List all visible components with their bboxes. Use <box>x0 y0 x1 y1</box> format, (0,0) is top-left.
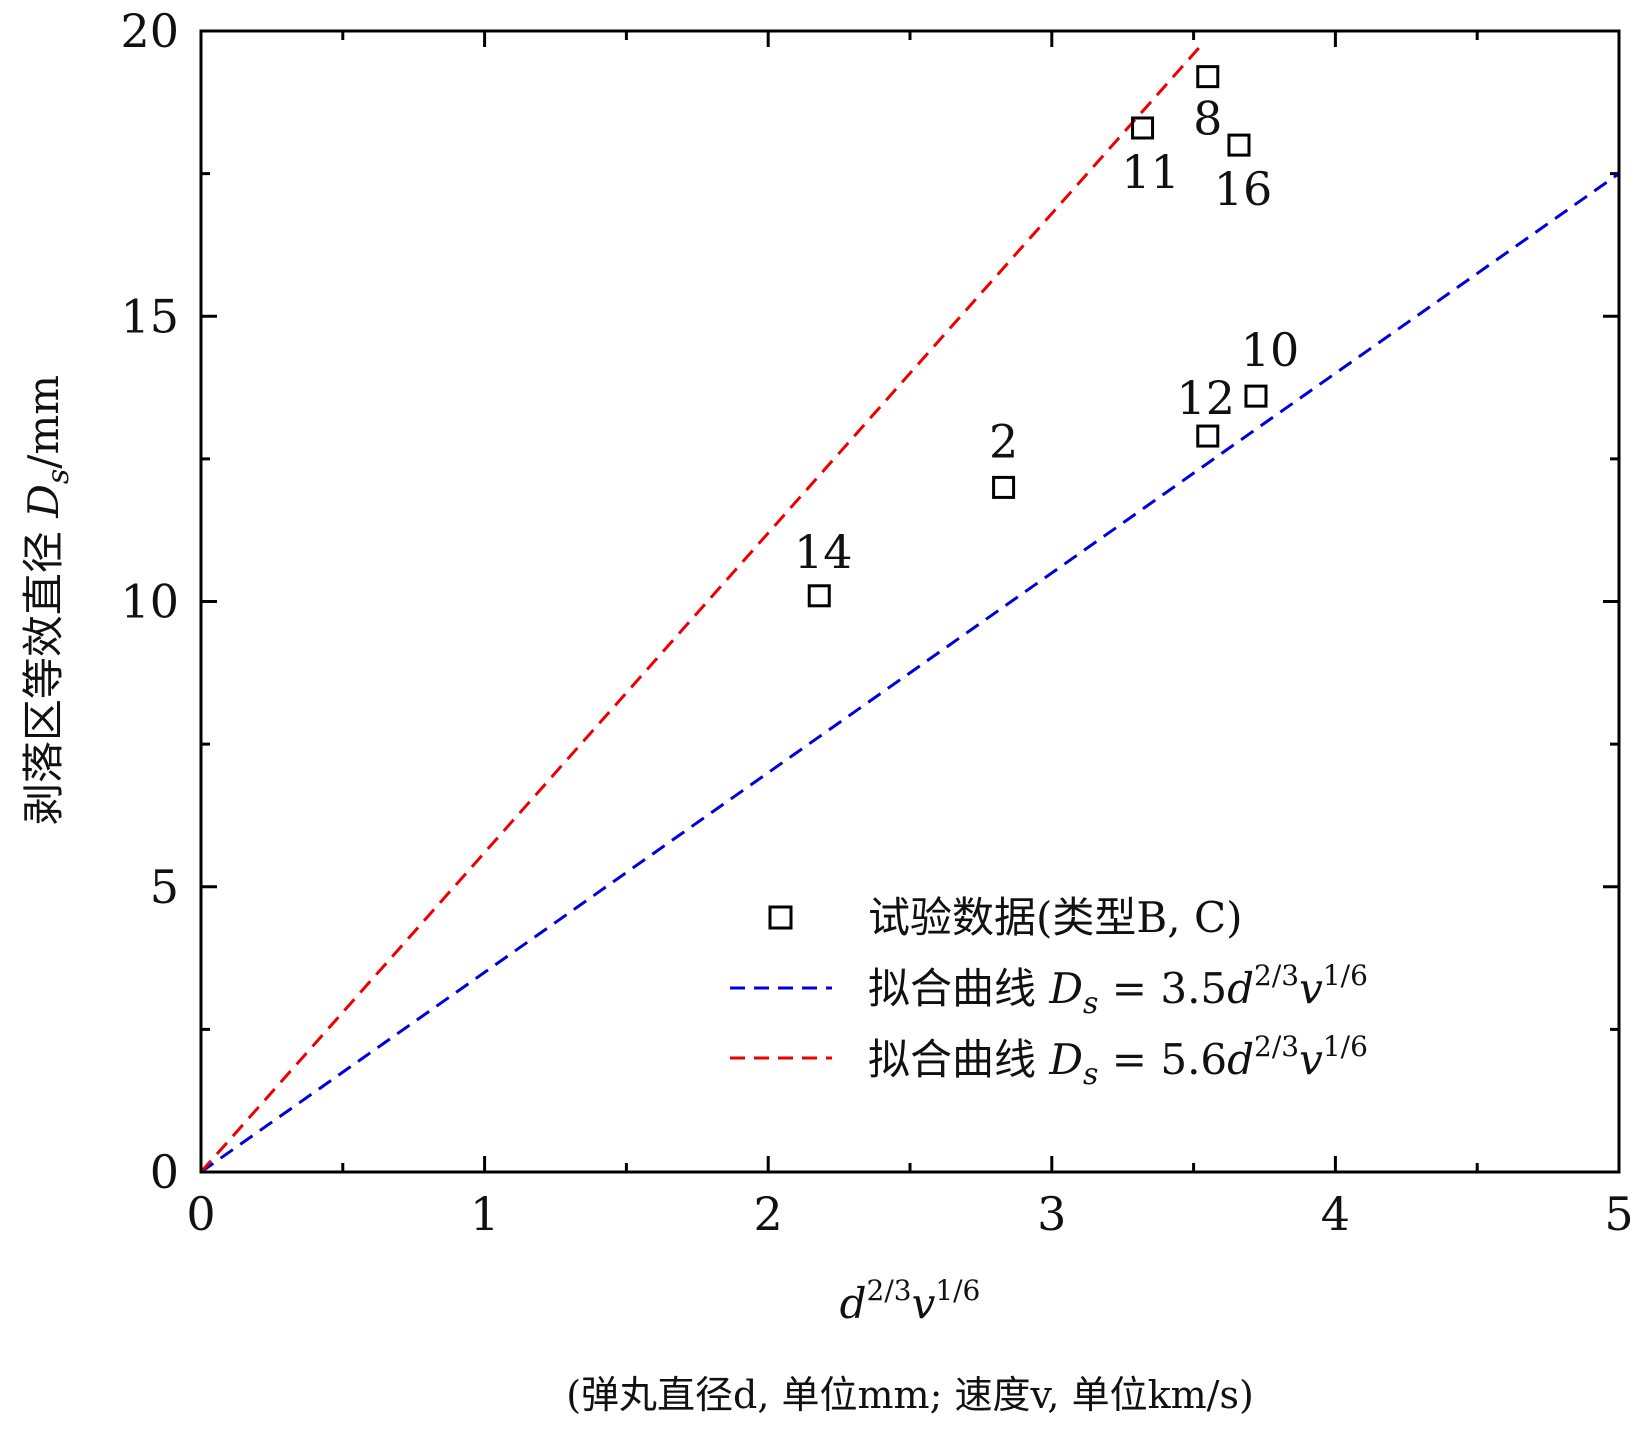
legend-label-fit-3-5: 拟合曲线 Ds = 3.5d2/3v1/6 <box>868 959 1368 1021</box>
x-tick-label: 0 <box>186 1187 215 1241</box>
data-point-label: 10 <box>1241 323 1300 377</box>
fit-line-5-6 <box>199 46 1201 1173</box>
x-axis-sup1: 2/3 <box>867 1274 912 1307</box>
legend-base1: d <box>1227 964 1254 1013</box>
y-tick-label: 5 <box>150 860 179 914</box>
y-axis-title: 剥落区等效直径 Ds/mm <box>19 375 76 825</box>
legend-base2: v <box>1299 1035 1323 1084</box>
legend-eq: = 5.6 <box>1098 1035 1227 1084</box>
legend-sub: s <box>1083 1057 1098 1092</box>
legend-prefix: 拟合曲线 <box>868 1035 1049 1084</box>
x-tick-label: 4 <box>1321 1187 1350 1241</box>
legend-sup1: 2/3 <box>1254 959 1299 992</box>
data-point-label: 8 <box>1193 92 1222 146</box>
legend-sup2: 1/6 <box>1323 1030 1368 1063</box>
legend-sub: s <box>1083 986 1098 1021</box>
y-axis-sub: s <box>41 469 76 484</box>
data-point <box>1196 65 1220 89</box>
x-axis-base1: d <box>840 1279 867 1328</box>
y-tick-label: 15 <box>120 289 179 343</box>
legend-var: D <box>1048 964 1083 1013</box>
legend-var: D <box>1048 1035 1083 1084</box>
data-point-label: 12 <box>1177 371 1236 425</box>
data-point <box>1244 384 1268 408</box>
x-tick-label: 5 <box>1604 1187 1633 1241</box>
legend: 试验数据(类型B, C) 拟合曲线 Ds = 3.5d2/3v1/6 拟合曲线 … <box>730 893 1368 1092</box>
data-point <box>1196 424 1220 448</box>
x-tick-label: 3 <box>1037 1187 1066 1241</box>
data-point <box>807 584 831 608</box>
data-point-label: 11 <box>1121 145 1180 199</box>
data-point <box>1131 116 1155 140</box>
legend-marker-square <box>768 905 793 930</box>
x-axis-note: (弹丸直径d, 单位mm; 速度v, 单位km/s) <box>566 1373 1254 1417</box>
y-axis-text: 剥落区等效直径 <box>19 518 68 825</box>
fit-lines <box>199 46 1620 1174</box>
y-tick-label: 10 <box>120 575 179 629</box>
y-tick-label: 0 <box>150 1145 179 1199</box>
plot-frame <box>199 29 1621 1174</box>
legend-base1: d <box>1227 1035 1254 1084</box>
legend-label-fit-5-6: 拟合曲线 Ds = 5.6d2/3v1/6 <box>868 1030 1368 1092</box>
data-point-label: 14 <box>794 525 853 579</box>
y-axis-unit: /mm <box>19 375 68 469</box>
legend-label-data: 试验数据(类型B, C) <box>868 893 1242 942</box>
x-tick-label: 2 <box>754 1187 783 1241</box>
x-tick-label: 1 <box>470 1187 499 1241</box>
legend-eq: = 3.5 <box>1098 964 1227 1013</box>
x-axis-sup2: 1/6 <box>935 1274 980 1307</box>
data-point <box>1227 133 1251 157</box>
fit-line-3-5 <box>200 172 1620 1174</box>
x-axis-title: d2/3v1/6 <box>840 1274 981 1328</box>
y-tick-label: 20 <box>120 4 179 58</box>
legend-base2: v <box>1299 964 1323 1013</box>
data-point-label: 2 <box>989 414 1018 468</box>
data-point-label: 16 <box>1214 162 1273 216</box>
legend-sup2: 1/6 <box>1323 959 1368 992</box>
legend-sup1: 2/3 <box>1254 1030 1299 1063</box>
legend-prefix: 拟合曲线 <box>868 964 1049 1013</box>
data-point <box>992 475 1016 499</box>
y-axis-var: D <box>19 484 68 519</box>
x-axis-base2: v <box>912 1279 936 1328</box>
